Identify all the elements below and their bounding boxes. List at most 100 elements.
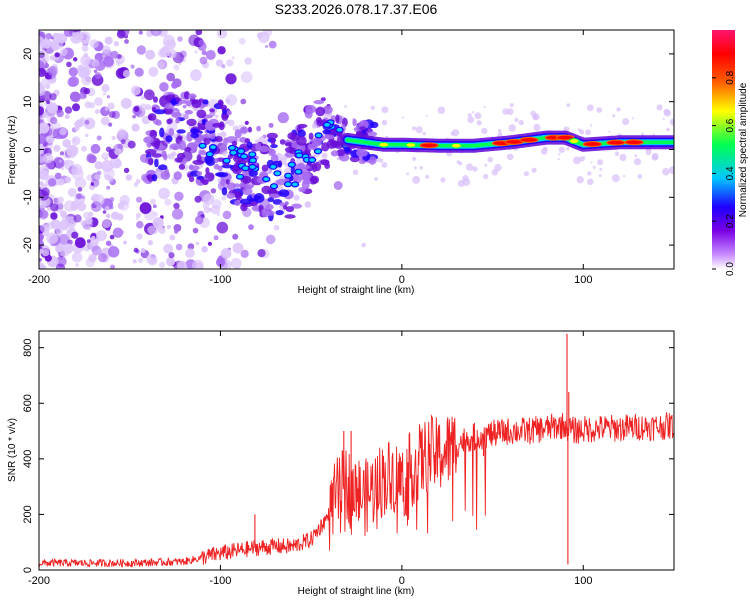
fringe-blob bbox=[419, 166, 424, 170]
noise-blob bbox=[268, 40, 277, 49]
noise-blob bbox=[100, 116, 110, 126]
signal-core bbox=[240, 153, 249, 160]
noise-blob bbox=[39, 232, 44, 242]
noise-blob bbox=[195, 30, 203, 36]
noise-blob bbox=[169, 234, 176, 241]
noise-blob bbox=[47, 103, 58, 115]
fringe-blob bbox=[558, 153, 561, 156]
signal-core bbox=[284, 172, 293, 179]
signal-blob bbox=[219, 104, 227, 110]
signal-blob bbox=[215, 136, 223, 143]
noise-blob bbox=[188, 34, 200, 47]
fringe-blob bbox=[533, 123, 541, 132]
noise-blob bbox=[215, 59, 224, 67]
noise-blob bbox=[91, 58, 100, 67]
signal-core bbox=[313, 148, 323, 155]
fringe-blob bbox=[587, 178, 594, 185]
snr-panel: -200 -100 0 100 0 200 400 600 800 Height of stra… bbox=[7, 330, 675, 597]
fringe-blob bbox=[633, 158, 642, 166]
signal-blob bbox=[308, 132, 314, 140]
signal-blob bbox=[145, 148, 157, 155]
signal-blob bbox=[166, 118, 173, 125]
noise-blob bbox=[136, 196, 143, 203]
signal-blob bbox=[326, 139, 338, 149]
fringe-blob bbox=[651, 154, 659, 161]
noise-blob bbox=[94, 109, 100, 115]
signal-blob bbox=[239, 126, 249, 134]
fringe-blob bbox=[577, 128, 581, 132]
signal-blob bbox=[226, 192, 236, 199]
noise-blob bbox=[361, 242, 366, 248]
fringe-blob bbox=[462, 175, 469, 182]
signal-blob bbox=[198, 149, 207, 156]
noise-blob bbox=[73, 214, 82, 223]
noise-blob bbox=[88, 211, 94, 217]
noise-blob bbox=[125, 174, 132, 181]
noise-blob bbox=[109, 234, 115, 240]
noise-blob bbox=[173, 202, 180, 210]
noise-blob bbox=[68, 67, 79, 77]
signal-blob bbox=[153, 109, 166, 115]
noise-blob bbox=[225, 73, 237, 85]
noise-blob bbox=[198, 39, 205, 47]
noise-blob bbox=[158, 187, 170, 200]
noise-blob bbox=[90, 143, 101, 154]
fringe-blob bbox=[592, 165, 596, 169]
noise-blob bbox=[150, 30, 162, 37]
noise-blob bbox=[104, 205, 110, 211]
noise-blob bbox=[64, 176, 72, 183]
noise-blob bbox=[50, 212, 58, 220]
noise-blob bbox=[167, 49, 177, 59]
spectrogram-ytick-label: 10 bbox=[22, 96, 34, 108]
noise-blob bbox=[216, 221, 229, 234]
noise-blob bbox=[183, 113, 189, 120]
noise-blob bbox=[139, 103, 148, 112]
noise-blob bbox=[108, 122, 113, 127]
fringe-blob bbox=[590, 161, 593, 164]
noise-blob bbox=[69, 222, 73, 226]
noise-blob bbox=[153, 211, 159, 217]
fringe-blob bbox=[566, 147, 570, 151]
signal-core bbox=[295, 152, 304, 159]
noise-blob bbox=[162, 45, 169, 51]
noise-blob bbox=[131, 85, 141, 96]
noise-blob bbox=[158, 261, 166, 269]
fringe-blob bbox=[583, 156, 586, 159]
noise-blob bbox=[238, 37, 246, 45]
fringe-blob bbox=[374, 177, 378, 181]
signal-blob bbox=[315, 106, 326, 117]
fringe-blob bbox=[483, 105, 486, 108]
signal-core bbox=[314, 132, 323, 139]
fringe-blob bbox=[666, 127, 670, 132]
signal-blob bbox=[324, 134, 335, 140]
signal-blob bbox=[234, 200, 241, 206]
snr-xtick-label: 100 bbox=[574, 575, 592, 587]
band-peak bbox=[624, 139, 644, 146]
noise-blob bbox=[86, 239, 91, 244]
noise-blob bbox=[195, 241, 200, 246]
noise-blob bbox=[130, 64, 135, 69]
noise-blob bbox=[150, 198, 156, 205]
noise-blob bbox=[257, 249, 266, 258]
snr-ytick-label: 400 bbox=[22, 450, 34, 468]
noise-blob bbox=[107, 102, 115, 110]
fringe-blob bbox=[406, 172, 410, 176]
signal-blob bbox=[246, 141, 253, 149]
signal-blob bbox=[310, 175, 320, 184]
signal-blob bbox=[204, 120, 213, 131]
signal-blob bbox=[176, 129, 186, 134]
noise-blob bbox=[199, 56, 208, 65]
signal-blob bbox=[178, 163, 186, 170]
signal-blob bbox=[278, 189, 290, 197]
noise-blob bbox=[177, 36, 183, 42]
noise-blob bbox=[132, 259, 137, 264]
signal-blob bbox=[183, 91, 190, 100]
noise-blob bbox=[240, 98, 247, 105]
snr-ytick-label: 200 bbox=[22, 505, 34, 523]
noise-blob bbox=[108, 246, 120, 258]
noise-blob bbox=[222, 210, 232, 220]
noise-blob bbox=[102, 92, 107, 96]
noise-blob bbox=[112, 227, 124, 238]
noise-blob bbox=[244, 120, 249, 125]
signal-blob bbox=[296, 136, 307, 146]
